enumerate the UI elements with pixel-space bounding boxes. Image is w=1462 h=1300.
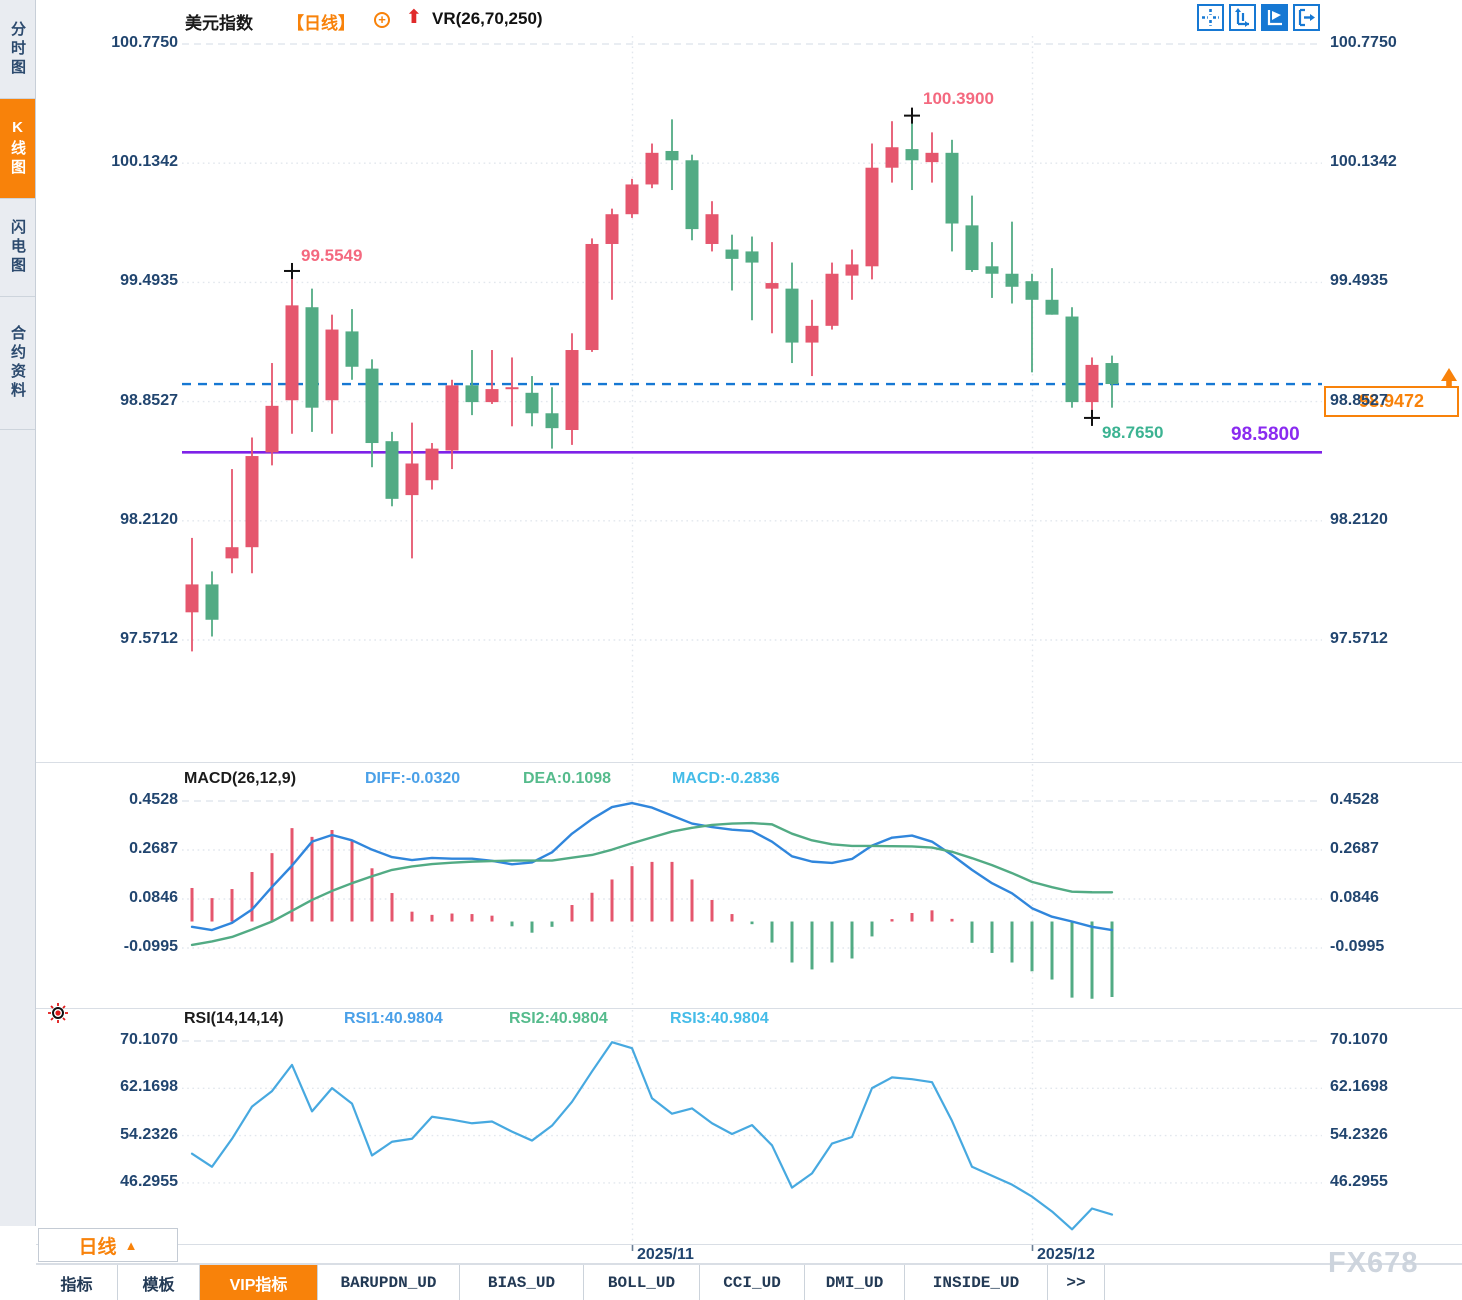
rsi1-value: RSI1:40.9804 [344,1010,443,1027]
y-axis-label: 100.7750 [1330,34,1397,51]
y-axis-label: 97.5712 [120,630,178,647]
indicator-tab-6[interactable]: BOLL_UD [584,1265,700,1300]
indicator-tab-7[interactable]: CCI_UD [700,1265,805,1300]
y-axis-label: 70.1070 [1330,1031,1388,1048]
vr-indicator-label: VR(26,70,250) [432,9,543,28]
triangle-up-icon: ▲ [124,1237,138,1253]
indicator-tab-9[interactable]: INSIDE_UD [905,1265,1048,1300]
sidebar-item-2[interactable]: K线图 [0,99,35,199]
macd-diff-value: DIFF:-0.0320 [365,770,461,787]
swing-high-annotation: 100.3900 [923,89,994,108]
y-axis-label: 0.4528 [129,791,178,808]
y-axis-label: 54.2326 [120,1125,178,1143]
crosshair-button[interactable] [1197,4,1224,31]
rsi3-value: RSI3:40.9804 [670,1010,769,1027]
y-axis-label: 98.8527 [1330,391,1388,409]
x-axis-label: 2025/12 [1037,1246,1095,1263]
indicator-tab-8[interactable]: DMI_UD [805,1265,905,1300]
up-arrow-icon: ⬆ [406,7,422,28]
xaxis-strip-bottom [36,1263,1462,1264]
swing-low-annotation: 98.7650 [1102,423,1164,442]
xaxis-strip-top [36,1244,1462,1245]
indicator-tab-10[interactable]: >> [1048,1265,1105,1300]
indicator-tab-3[interactable]: VIP指标 [200,1265,318,1300]
y-axis-label: 62.1698 [120,1078,178,1096]
y-axis-label: 62.1698 [1330,1078,1388,1096]
y-axis-label: 98.2120 [120,510,178,528]
y-axis-label: 54.2326 [1330,1125,1388,1143]
support-level-annotation: 98.5800 [1231,424,1300,445]
indicator-tabbar: 指标 模板 VIP指标 BARUPDN_UD BIAS_UD BOLL_UD CCI_UD D… [36,1264,1462,1300]
y-axis-label: -0.0995 [1330,938,1385,955]
y-axis-label: 100.1342 [1330,153,1397,171]
y-axis-label: 46.2955 [1330,1172,1388,1190]
sidebar-item-3[interactable]: 闪电图 [0,199,35,297]
y-axis-label: 0.4528 [1330,791,1379,808]
macd-dea-value: DEA:0.1098 [523,770,612,787]
indicator-tab-5[interactable]: BIAS_UD [460,1265,584,1300]
rsi2-value: RSI2:40.9804 [509,1010,608,1027]
latest-price-arrow-icon [1441,368,1457,389]
last-price-badge: 98.9472 [1324,386,1459,417]
y-axis-label: 100.7750 [111,34,178,51]
y-axis-label: 0.0846 [129,889,178,906]
add-indicator-icon[interactable]: + [374,12,390,28]
y-axis-label: 46.2955 [120,1172,178,1190]
period-selector[interactable]: 日线 ▲ [38,1228,178,1262]
y-axis-label: 100.1342 [111,153,178,171]
swing-high-annotation: 99.5549 [301,246,363,265]
axis-range-button[interactable] [1229,4,1256,31]
indicator-tab-2[interactable]: 模板 [118,1265,200,1300]
auto-scale-button[interactable] [1261,4,1288,31]
period-tag[interactable]: 【日线】 [287,14,355,33]
symbol-title: 美元指数 [185,14,253,33]
period-selector-label: 日线 [78,1236,117,1258]
indicator-tab-1[interactable]: 指标 [36,1265,118,1300]
target-icon[interactable] [48,1003,68,1023]
sidebar-item-4[interactable]: 合约资料 [0,297,35,430]
macd-value: MACD:-0.2836 [672,770,780,787]
indicator-tab-4[interactable]: BARUPDN_UD [318,1265,460,1300]
sidebar-item-1[interactable]: 分时图 [0,0,35,99]
y-axis-label: 0.2687 [129,840,178,857]
x-axis-label: 2025/11 [637,1246,694,1263]
y-axis-label: 98.8527 [120,391,178,409]
y-axis-label: 0.2687 [1330,840,1379,857]
y-axis-label: 98.2120 [1330,510,1388,528]
y-axis-label: 70.1070 [120,1031,178,1048]
macd-title: MACD(26,12,9) [184,770,297,787]
y-axis-label: -0.0995 [123,938,178,955]
chart-type-sidebar: 分时图 K线图 闪电图 合约资料 [0,0,36,1226]
y-axis-label: 99.4935 [120,272,178,290]
rsi-title: RSI(14,14,14) [184,1010,284,1027]
jump-to-latest-button[interactable] [1293,4,1320,31]
pane-separator [36,1008,1462,1009]
watermark: FX678 [1328,1247,1419,1279]
y-axis-label: 0.0846 [1330,889,1379,906]
pane-separator [36,762,1462,763]
y-axis-label: 97.5712 [1330,630,1388,647]
y-axis-label: 99.4935 [1330,272,1388,290]
